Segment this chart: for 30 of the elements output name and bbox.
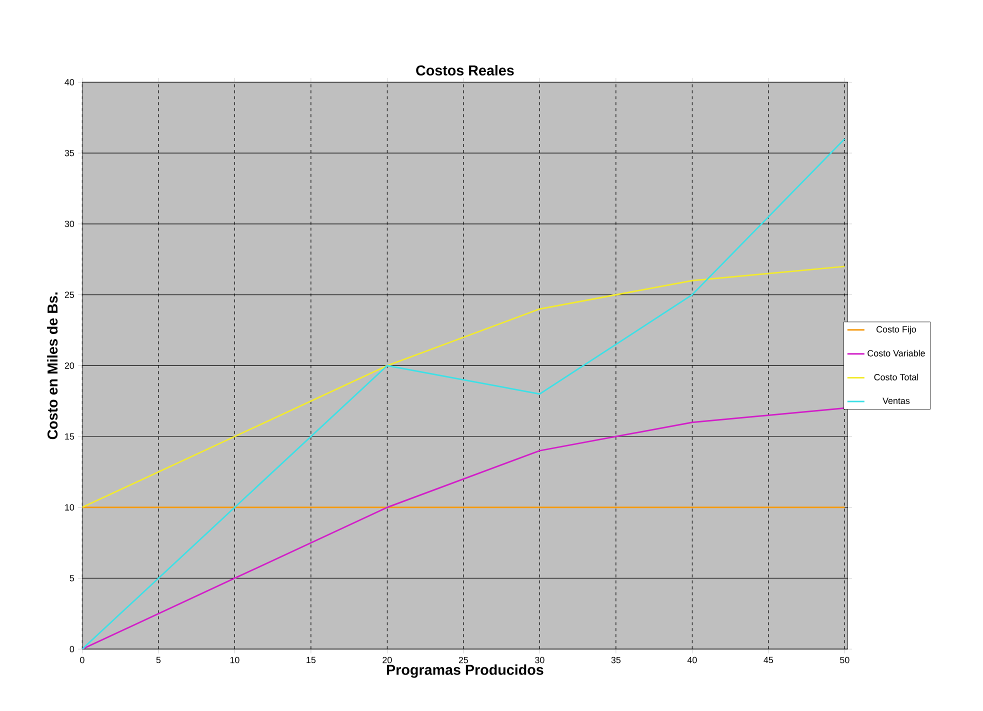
y-tick-label: 15 [65, 433, 74, 440]
x-tick-label: 45 [764, 656, 774, 663]
y-tick-label: 5 [70, 574, 74, 582]
y-tick-label: 25 [64, 291, 74, 298]
x-tick-label: 40 [687, 656, 697, 663]
line-series [82, 138, 846, 649]
x-tick-label: 15 [306, 656, 316, 663]
x-tick-label: 5 [156, 656, 161, 663]
x-tick-label: 50 [840, 656, 850, 663]
legend-label: Costo Fijo [876, 326, 916, 334]
x-tick-label: 20 [382, 656, 392, 663]
y-tick-label: 20 [64, 362, 74, 369]
x-axis-title: Programas Producidos [387, 664, 544, 678]
x-tick-label: 10 [230, 656, 240, 663]
line-series [82, 407, 846, 649]
y-tick-label: 0 [70, 646, 74, 652]
y-tick-label: 10 [65, 504, 74, 510]
y-axis-title: Costo en Miles de Bs. [47, 292, 58, 439]
x-tick-label: 0 [80, 656, 84, 663]
legend-label: Costo Total [874, 374, 918, 380]
x-tick-label: 30 [535, 656, 544, 663]
y-tick-label: 30 [64, 220, 74, 227]
x-tick-label: 25 [458, 656, 468, 663]
legend-label: Ventas [882, 397, 910, 404]
x-tick-label: 35 [611, 656, 621, 663]
chart-title: Costos Reales [416, 64, 514, 76]
line-series [82, 265, 846, 508]
y-tick-label: 35 [64, 150, 74, 156]
legend-label: Costo Variable [868, 350, 925, 356]
y-tick-label: 40 [64, 78, 74, 86]
